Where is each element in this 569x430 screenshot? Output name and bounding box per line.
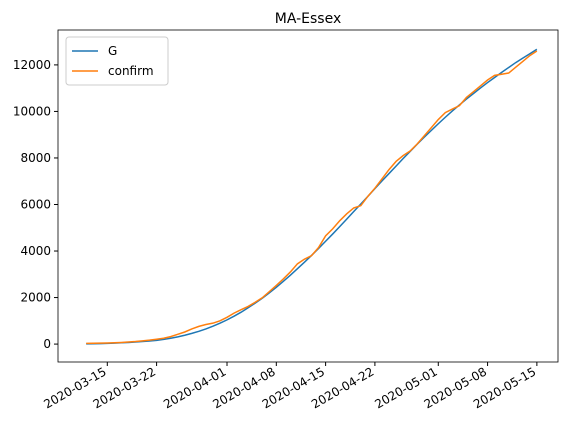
y-tick-label: 8000 — [20, 151, 51, 165]
axes-frame — [57, 29, 559, 363]
series-line — [86, 48, 538, 345]
legend-label: G — [108, 44, 117, 58]
chart-title: MA-Essex — [275, 11, 342, 27]
legend-label: confirm — [108, 64, 154, 78]
y-tick-label: 10000 — [13, 104, 51, 118]
y-tick-label: 6000 — [20, 197, 51, 211]
y-tick-label: 4000 — [20, 244, 51, 258]
y-tick-label: 2000 — [20, 291, 51, 305]
series-line — [86, 50, 538, 345]
y-tick-label: 12000 — [13, 58, 51, 72]
legend-box — [65, 36, 169, 86]
y-tick-label: 0 — [43, 337, 51, 351]
